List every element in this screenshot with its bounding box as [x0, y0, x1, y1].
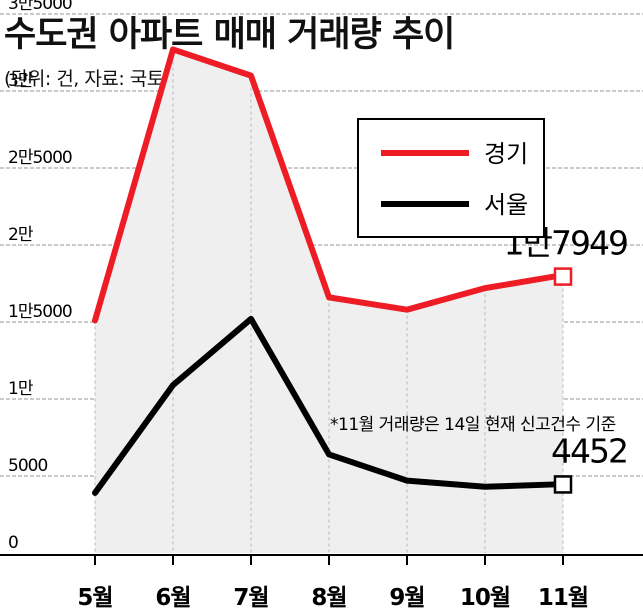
x-tick-label: 8월 — [311, 585, 346, 611]
x-tick-label: 10월 — [460, 585, 510, 611]
y-tick-label: 1만5000 — [8, 302, 72, 322]
y-tick-label: 5000 — [8, 456, 47, 476]
x-tick-label: 9월 — [389, 585, 424, 611]
legend: 경기 서울 — [357, 118, 545, 238]
area-under-gyeonggi — [95, 49, 563, 554]
y-tick-label: 1만 — [8, 379, 34, 399]
area-fill — [94, 49, 564, 554]
footnote: *11월 거래량은 14일 현재 신고건수 기준 — [330, 415, 616, 435]
x-tick-label: 5월 — [77, 585, 112, 611]
end-marker — [553, 475, 573, 494]
y-tick-label: 2만 — [8, 225, 34, 245]
x-axis-ticks: 5월 6월 7월 8월 9월 10월 11월 — [77, 555, 589, 611]
y-tick-label: 3만 — [8, 71, 34, 91]
legend-label-seoul: 서울 — [484, 191, 528, 219]
y-axis-ticks: 0 5000 1만 1만5000 2만 2만5000 3만 3만5000 — [8, 0, 73, 553]
y-tick-label: 0 — [8, 533, 18, 553]
y-tick-label: 2만5000 — [8, 148, 72, 168]
x-tick-label: 6월 — [155, 585, 190, 611]
chart-title: 수도권 아파트 매매 거래량 추이 — [4, 15, 455, 55]
legend-label-gyeonggi: 경기 — [484, 140, 528, 168]
legend-box — [357, 118, 545, 238]
x-tick-label: 7월 — [233, 585, 268, 611]
end-marker — [553, 267, 573, 286]
x-tick-label: 11월 — [538, 585, 588, 611]
end-value-label: 4452 — [551, 431, 627, 470]
y-tick-label: 3만5000 — [8, 0, 72, 14]
